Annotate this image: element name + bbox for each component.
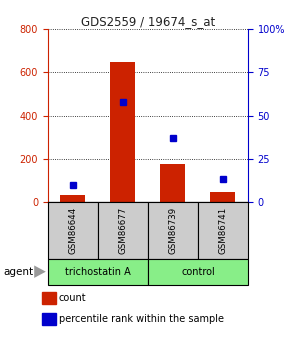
Bar: [160, 164, 185, 202]
Text: control: control: [181, 267, 215, 277]
Bar: [211, 192, 235, 202]
Bar: [60, 195, 85, 202]
Bar: [148, 259, 248, 285]
Bar: [48, 202, 98, 259]
Text: GSM86677: GSM86677: [118, 207, 127, 254]
Text: GSM86741: GSM86741: [218, 207, 227, 254]
Bar: [148, 202, 198, 259]
Bar: [98, 202, 148, 259]
Text: GSM86644: GSM86644: [68, 207, 77, 254]
Bar: [198, 202, 248, 259]
Bar: [42, 313, 56, 325]
Title: GDS2559 / 19674_s_at: GDS2559 / 19674_s_at: [81, 15, 215, 28]
Bar: [42, 292, 56, 304]
Text: count: count: [59, 293, 86, 303]
Text: trichostatin A: trichostatin A: [65, 267, 131, 277]
Bar: [110, 62, 135, 202]
Text: GSM86739: GSM86739: [168, 207, 177, 254]
Text: agent: agent: [3, 267, 33, 277]
Polygon shape: [34, 266, 46, 278]
Text: percentile rank within the sample: percentile rank within the sample: [59, 314, 224, 324]
Bar: [48, 259, 148, 285]
